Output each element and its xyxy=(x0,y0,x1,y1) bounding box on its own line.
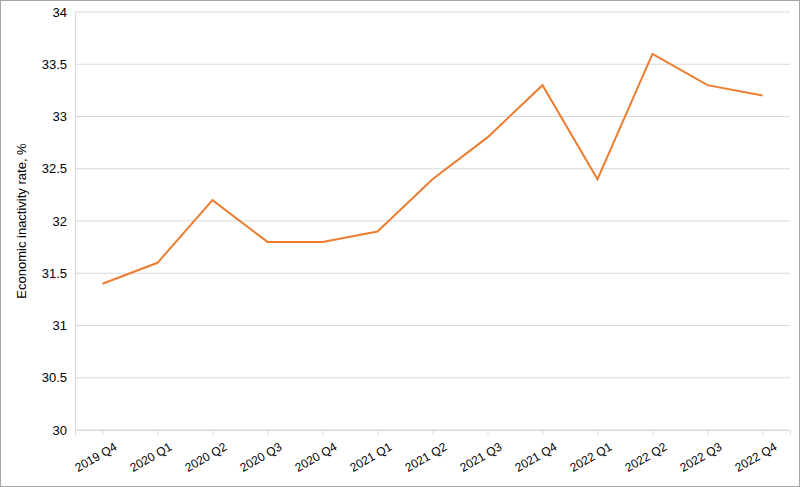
x-tick: 2021 Q2 xyxy=(402,430,449,475)
y-tick: 33 xyxy=(53,109,75,124)
y-tick: 32.5 xyxy=(42,161,75,176)
y-tick-label: 31.5 xyxy=(42,266,67,281)
y-tick: 30 xyxy=(53,423,75,438)
x-tick-mark xyxy=(763,430,764,435)
y-axis: 30 30.5 31 31.5 32 32.5 33 33.5 34 xyxy=(42,5,76,438)
grid-line xyxy=(75,168,790,169)
x-tick: 2022 Q3 xyxy=(677,430,724,475)
x-tick-label: 2021 Q4 xyxy=(512,439,559,474)
marks xyxy=(103,54,763,284)
grid-line xyxy=(75,64,790,65)
x-tick-mark xyxy=(488,430,489,435)
x-tick: 2020 Q3 xyxy=(237,430,284,475)
y-axis-line xyxy=(75,13,76,431)
y-tick-label: 31 xyxy=(53,318,67,333)
x-tick-label: 2021 Q2 xyxy=(402,439,449,474)
x-tick: 2022 Q1 xyxy=(567,430,614,475)
x-tick-label: 2020 Q4 xyxy=(292,439,339,474)
y-tick-label: 32 xyxy=(53,214,67,229)
x-tick: 2021 Q4 xyxy=(512,430,559,475)
x-tick-label: 2020 Q2 xyxy=(182,439,229,474)
grid-line xyxy=(75,116,790,117)
y-tick-label: 32.5 xyxy=(42,161,67,176)
y-tick: 30.5 xyxy=(42,370,75,385)
chart: 30 30.5 31 31.5 32 32.5 33 33.5 34 2019 Q42020 Q1… xyxy=(0,0,800,487)
chart-frame xyxy=(1,1,800,487)
grid xyxy=(75,12,790,430)
x-tick-label: 2020 Q1 xyxy=(127,439,174,474)
x-tick-mark xyxy=(213,430,214,435)
x-tick-label: 2021 Q1 xyxy=(347,439,394,474)
x-tick-label: 2020 Q3 xyxy=(237,439,284,474)
grid-line xyxy=(75,12,790,13)
y-tick: 32 xyxy=(53,214,75,229)
y-tick-label: 33.5 xyxy=(42,57,67,72)
grid-line xyxy=(75,377,790,378)
y-tick: 31 xyxy=(53,318,75,333)
y-tick-label: 33 xyxy=(53,109,67,124)
y-tick: 33.5 xyxy=(42,57,75,72)
y-tick: 31.5 xyxy=(42,266,75,281)
x-tick-mark xyxy=(158,430,159,435)
plot: 30 30.5 31 31.5 32 32.5 33 33.5 34 2019 Q42020 Q1… xyxy=(42,5,791,475)
x-tick-mark xyxy=(543,430,544,435)
x-tick: 2019 Q4 xyxy=(72,430,119,475)
grid-line xyxy=(75,273,790,274)
x-tick-label: 2021 Q3 xyxy=(457,439,504,474)
x-tick: 2021 Q3 xyxy=(457,430,504,475)
y-tick-label: 30.5 xyxy=(42,370,67,385)
x-tick-mark xyxy=(708,430,709,435)
x-tick: 2022 Q2 xyxy=(622,430,669,475)
x-tick-label: 2019 Q4 xyxy=(72,439,119,474)
y-tick-label: 30 xyxy=(53,423,67,438)
x-tick-mark xyxy=(433,430,434,435)
x-tick: 2022 Q4 xyxy=(732,430,779,475)
x-tick-label: 2022 Q1 xyxy=(567,439,614,474)
grid-line xyxy=(75,221,790,222)
x-tick-label: 2022 Q3 xyxy=(677,439,724,474)
x-tick-mark xyxy=(653,430,654,435)
x-tick-mark xyxy=(323,430,324,435)
x-axis-line xyxy=(76,431,791,436)
x-tick-mark xyxy=(268,430,269,435)
x-tick-mark xyxy=(103,430,104,435)
y-axis-title: Economic inactivity rate, % xyxy=(14,143,29,299)
x-tick: 2020 Q4 xyxy=(292,430,339,475)
x-tick-label: 2022 Q2 xyxy=(622,439,669,474)
y-tick-label: 34 xyxy=(53,5,67,20)
y-tick: 34 xyxy=(53,5,75,20)
x-tick: 2021 Q1 xyxy=(347,430,394,475)
x-tick: 2020 Q1 xyxy=(127,430,174,475)
x-tick-mark xyxy=(598,430,599,435)
grid-line xyxy=(75,325,790,326)
x-tick-label: 2022 Q4 xyxy=(732,439,779,474)
line xyxy=(103,54,763,284)
x-tick-mark xyxy=(378,430,379,435)
x-axis: 2019 Q42020 Q12020 Q22020 Q32020 Q42021 … xyxy=(72,430,790,475)
x-tick: 2020 Q2 xyxy=(182,430,229,475)
